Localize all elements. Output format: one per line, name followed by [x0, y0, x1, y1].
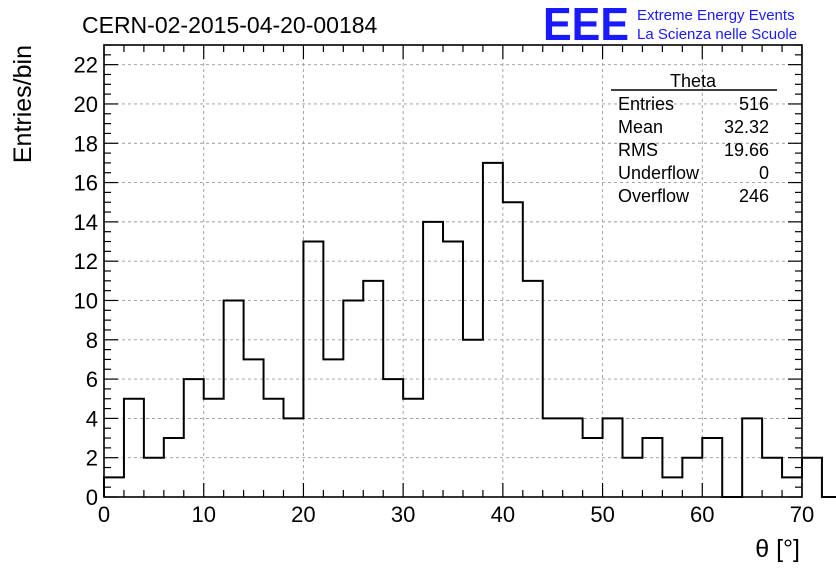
- stats-value-overflow: 246: [739, 186, 769, 206]
- histogram-bin-10: [303, 242, 323, 497]
- histogram-bin-17: [443, 242, 463, 497]
- x-tick-label: 0: [98, 502, 110, 527]
- stats-value-mean: 32.32: [724, 117, 769, 137]
- histogram-bin-28: [662, 477, 682, 497]
- y-tick-label: 6: [86, 367, 98, 392]
- histogram-bin-8: [264, 399, 284, 497]
- y-tick-label: 20: [74, 92, 98, 117]
- histogram-bin-19: [483, 163, 503, 497]
- histogram-bin-15: [403, 399, 423, 497]
- chart-title: CERN-02-2015-04-20-00184: [82, 12, 378, 38]
- x-tick-label: 20: [291, 502, 315, 527]
- histogram-bin-18: [463, 340, 483, 497]
- x-axis-label: θ [°]: [755, 535, 800, 563]
- y-tick-label: 12: [74, 249, 98, 274]
- x-tick-label: 30: [391, 502, 415, 527]
- histogram-bin-21: [523, 281, 543, 497]
- stats-value-underflow: 0: [759, 163, 769, 183]
- y-tick-label: 0: [86, 485, 98, 510]
- stats-value-rms: 19.66: [724, 140, 769, 160]
- y-tick-label: 2: [86, 446, 98, 471]
- y-tick-label: 22: [74, 53, 98, 78]
- axis-ticks: [103, 44, 803, 498]
- stats-label-mean: Mean: [618, 117, 663, 137]
- histogram-bin-13: [363, 281, 383, 497]
- histogram-bin-7: [244, 359, 264, 497]
- x-tick-label: 10: [191, 502, 215, 527]
- x-tick-label: 70: [790, 502, 814, 527]
- eee-logo-mark: EEE: [543, 0, 629, 50]
- histogram-bin-23: [563, 418, 583, 497]
- y-tick-label: 8: [86, 328, 98, 353]
- histogram-bin-26: [623, 458, 643, 497]
- histogram-bin-30: [702, 438, 722, 497]
- stats-value-entries: 516: [739, 94, 769, 114]
- histogram-bin-3: [164, 438, 184, 497]
- histogram-bin-35: [802, 458, 822, 497]
- histogram-bin-20: [503, 202, 523, 497]
- stats-label-underflow: Underflow: [618, 163, 700, 183]
- histogram-bin-1: [124, 399, 144, 497]
- histogram-bin-29: [682, 458, 702, 497]
- histogram-bin-11: [323, 359, 343, 497]
- stats-box: Theta Entries 516 Mean 32.32 RMS 19.66 U…: [611, 71, 777, 206]
- stats-label-entries: Entries: [618, 94, 674, 114]
- histogram-bin-16: [423, 222, 443, 497]
- histogram-bin-25: [603, 418, 623, 497]
- y-tick-label: 18: [74, 131, 98, 156]
- histogram-bin-33: [762, 458, 782, 497]
- x-tick-label: 50: [590, 502, 614, 527]
- y-tick-label: 14: [74, 210, 98, 235]
- histogram-bin-22: [543, 418, 563, 497]
- stats-label-overflow: Overflow: [618, 186, 690, 206]
- histogram-bin-14: [383, 379, 403, 497]
- grid: [104, 45, 802, 497]
- x-tick-label: 60: [690, 502, 714, 527]
- histogram-outline: [103, 161, 836, 498]
- eee-logo: EEE Extreme Energy Events La Scienza nel…: [543, 0, 797, 50]
- stats-label-rms: RMS: [618, 140, 658, 160]
- logo-line-2: La Scienza nelle Scuole: [637, 26, 797, 43]
- y-tick-label: 16: [74, 171, 98, 196]
- y-tick-label: 10: [74, 288, 98, 313]
- logo-line-1: Extreme Energy Events: [637, 7, 795, 24]
- histogram-bin-6: [224, 300, 244, 497]
- histogram-bin-12: [343, 300, 363, 497]
- histogram-bin-24: [583, 438, 603, 497]
- histogram-bin-5: [204, 399, 224, 497]
- histogram-bars: [103, 161, 836, 498]
- y-axis-label: Entries/bin: [9, 45, 37, 163]
- histogram-bin-2: [144, 458, 164, 497]
- y-tick-label: 4: [86, 406, 98, 431]
- histogram-bin-9: [283, 418, 303, 497]
- histogram-bin-4: [184, 379, 204, 497]
- histogram-bin-32: [742, 418, 762, 497]
- stats-box-title: Theta: [670, 71, 717, 91]
- x-tick-label: 40: [491, 502, 515, 527]
- histogram-bin-27: [642, 438, 662, 497]
